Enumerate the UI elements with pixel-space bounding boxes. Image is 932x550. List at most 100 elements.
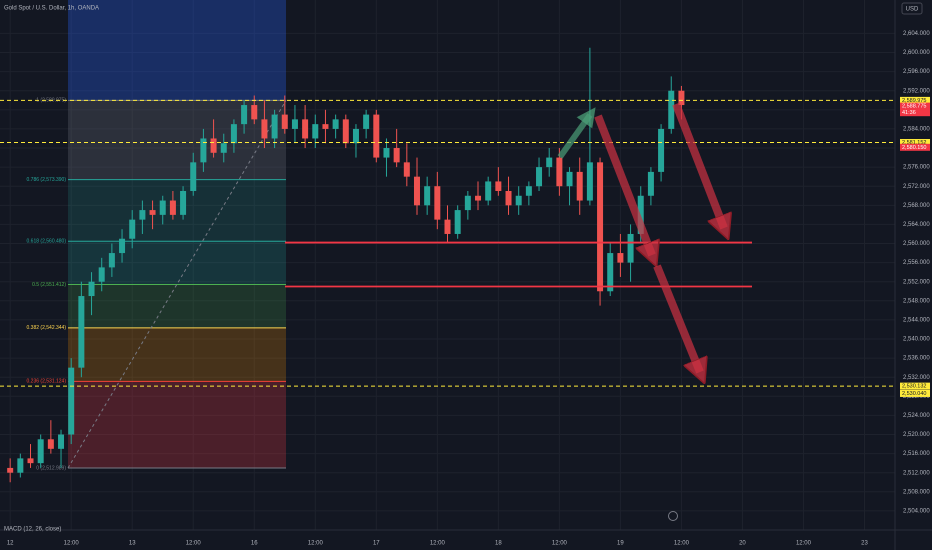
y-tick-label: 2,512.000 — [903, 470, 930, 476]
icon[interactable] — [668, 511, 678, 521]
fib-label: 0.382 (2,542.344) — [27, 325, 67, 331]
price-label: 2,580.150 — [902, 145, 926, 151]
chart-title: Gold Spot / U.S. Dollar, 1h, OANDA — [4, 6, 99, 12]
candle-body — [119, 238, 126, 254]
fib-zone — [68, 100, 286, 180]
y-tick-label: 2,600.000 — [903, 50, 930, 56]
candle-body — [617, 253, 624, 263]
y-tick-label: 2,596.000 — [903, 69, 930, 75]
currency-button[interactable] — [901, 2, 923, 15]
candle-body — [7, 467, 14, 473]
y-tick-label: 2,572.000 — [903, 184, 930, 190]
x-tick-label: 12:00 — [674, 541, 690, 547]
price-label: 2,588.775 — [902, 104, 926, 110]
candle-body — [180, 190, 187, 215]
candle-body — [281, 114, 288, 129]
candle-body — [597, 162, 604, 292]
candle-body — [627, 233, 634, 263]
candle-body — [607, 253, 614, 292]
candle-body — [251, 105, 258, 120]
candle-body — [129, 219, 136, 239]
candle-body — [647, 171, 654, 196]
y-tick-label: 2,592.000 — [903, 88, 930, 94]
candle-body — [403, 162, 410, 177]
x-tick-label: 20 — [739, 541, 746, 547]
price-label: 41:36 — [902, 110, 916, 116]
candle-body — [454, 210, 461, 234]
currency: USD — [906, 7, 919, 13]
x-tick-label: 13 — [129, 541, 136, 547]
y-tick-label: 2,556.000 — [903, 260, 930, 266]
indicator-label: MACD (12, 26, close) — [4, 527, 61, 533]
candle-body — [464, 195, 471, 211]
candle-body — [139, 210, 146, 220]
candle-body — [241, 105, 248, 125]
candle-body — [37, 439, 44, 464]
price-label-bg — [900, 139, 930, 147]
candle-body — [546, 157, 553, 168]
candle-body — [98, 267, 105, 282]
y-tick-label: 2,544.000 — [903, 317, 930, 323]
y-tick-label: 2,516.000 — [903, 451, 930, 457]
x-tick-label: 12:00 — [186, 541, 202, 547]
candle-body — [322, 124, 329, 129]
candle-body — [505, 190, 512, 206]
candle-body — [363, 114, 370, 129]
candle-body — [413, 176, 420, 206]
candle-body — [637, 195, 644, 234]
x-tick-label: 17 — [373, 541, 380, 547]
candle-body — [485, 181, 492, 201]
candle-body — [525, 186, 532, 196]
x-tick-label: 18 — [495, 541, 502, 547]
fib-zone — [68, 284, 286, 328]
y-tick-label: 2,548.000 — [903, 298, 930, 304]
arrow — [594, 114, 652, 255]
candle-body — [342, 119, 349, 144]
candle-body — [220, 143, 227, 153]
candle-body — [210, 138, 217, 153]
y-tick-label: 2,584.000 — [903, 126, 930, 132]
candle-body — [658, 128, 665, 172]
y-tick-label: 2,532.000 — [903, 375, 930, 381]
y-tick-label: 2,524.000 — [903, 413, 930, 419]
price-label: 2,581.152 — [902, 140, 926, 146]
y-tick-label: 2,536.000 — [903, 356, 930, 362]
arrow — [557, 107, 596, 159]
candle-body — [190, 162, 197, 191]
candle-body — [27, 458, 34, 464]
arrows — [557, 102, 724, 372]
x-tick-label: 12:00 — [308, 541, 324, 547]
x-tick-label: 12 — [7, 541, 14, 547]
candle-body — [302, 119, 309, 139]
candle-body — [352, 128, 359, 144]
fib-label: 0.618 (2,560.480) — [27, 239, 67, 245]
candle-body — [536, 167, 543, 187]
y-tick-label: 2,604.000 — [903, 31, 930, 37]
y-tick-label: 2,540.000 — [903, 337, 930, 343]
candle-body — [88, 281, 95, 297]
fib-zone — [68, 381, 286, 468]
candle-body — [586, 162, 593, 201]
fib-zone — [68, 0, 286, 101]
price-label-bg — [900, 109, 930, 117]
arrow — [672, 102, 724, 228]
candle-body — [17, 458, 24, 473]
price-label-bg — [900, 96, 930, 104]
candle-body — [78, 296, 85, 368]
candle-body — [159, 200, 166, 215]
candle-body — [556, 157, 563, 187]
y-tick-label: 2,520.000 — [903, 432, 930, 438]
y-tick-label: 2,552.000 — [903, 279, 930, 285]
price-label: 2,589.975 — [902, 98, 926, 104]
candle-body — [475, 195, 482, 201]
candle-body — [678, 90, 685, 106]
candle-body — [393, 148, 400, 163]
x-tick-label: 23 — [861, 541, 868, 547]
y-tick-label: 2,504.000 — [903, 508, 930, 514]
x-tick-label: 12:00 — [796, 541, 812, 547]
candle-body — [495, 181, 502, 191]
candle-body — [424, 186, 431, 206]
price-label-bg — [900, 102, 930, 110]
fib-label: 0.236 (2,531.124) — [27, 379, 67, 385]
